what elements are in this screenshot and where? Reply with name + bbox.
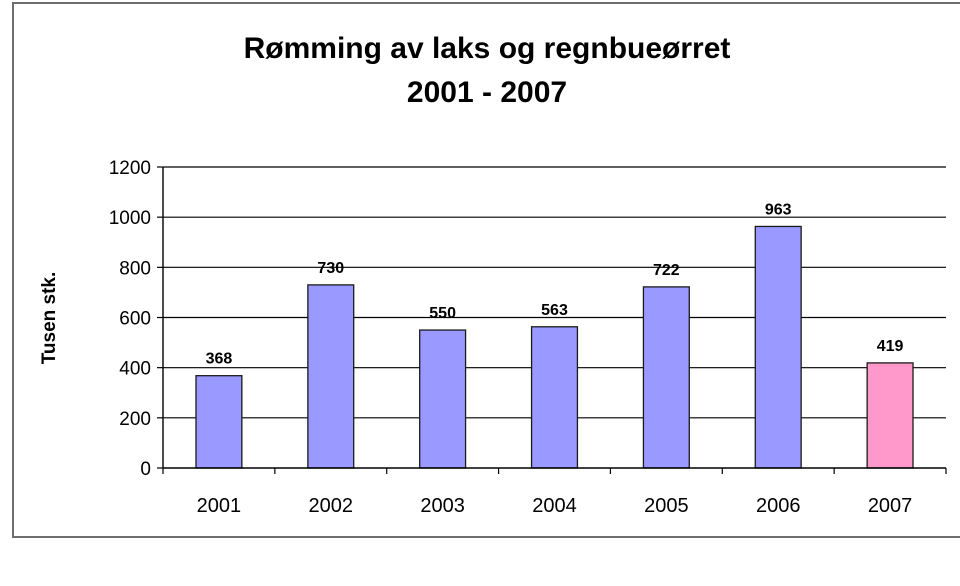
x-tick-label-2006: 2006 — [756, 495, 801, 517]
y-tick-label: 200 — [119, 409, 151, 430]
data-label-2005: 722 — [653, 262, 680, 279]
y-tick-label: 1200 — [109, 158, 151, 179]
x-tick-label-2005: 2005 — [644, 495, 689, 517]
y-tick-label: 800 — [119, 258, 151, 279]
bar-2006 — [754, 225, 802, 469]
y-tick-label: 1000 — [109, 208, 151, 229]
y-tick-label: 0 — [140, 459, 151, 480]
chart-title: Rømming av laks og regnbueørret — [244, 32, 731, 65]
chart-subtitle: 2001 - 2007 — [407, 76, 567, 109]
bars — [195, 225, 914, 469]
y-axis-title: Tusen stk. — [39, 272, 60, 365]
data-label-2004: 563 — [541, 302, 568, 319]
y-tick-label: 400 — [119, 359, 151, 380]
x-tick-label-2001: 2001 — [197, 495, 242, 517]
data-labels: 368 730 550 563 722 963 419 — [206, 201, 904, 367]
bar-2005 — [642, 286, 690, 469]
y-tick-label: 600 — [119, 309, 151, 330]
x-axis-ticks: 2001 2002 2003 2004 2005 2006 2007 — [162, 468, 947, 517]
data-label-2006: 963 — [765, 201, 792, 218]
x-tick-label-2007: 2007 — [868, 495, 913, 517]
chart-frame — [12, 2, 960, 538]
data-label-2002: 730 — [317, 260, 344, 277]
y-axis-ticks: 0 200 400 600 800 1000 1200 — [109, 158, 163, 480]
data-label-2007: 419 — [877, 338, 904, 355]
x-tick-label-2004: 2004 — [532, 495, 577, 517]
data-label-2001: 368 — [206, 351, 233, 368]
bar-2003 — [419, 329, 467, 469]
bar-2002 — [307, 284, 355, 469]
x-tick-label-2003: 2003 — [420, 495, 465, 517]
data-label-2003: 550 — [429, 305, 456, 322]
bar-2001 — [195, 375, 243, 469]
bar-2004 — [530, 326, 579, 469]
bar-2007 — [866, 362, 914, 469]
x-tick-label-2002: 2002 — [309, 495, 354, 517]
